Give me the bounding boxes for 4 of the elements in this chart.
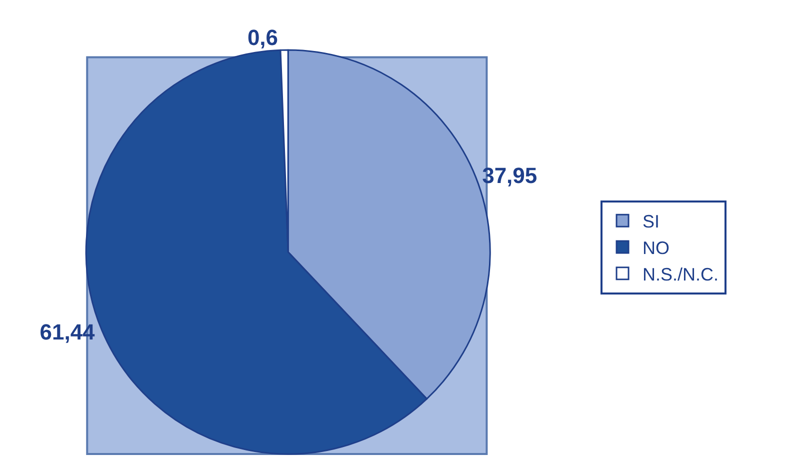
- data-label: 0,6: [247, 24, 278, 50]
- legend-label: NO: [642, 238, 670, 258]
- legend-label: N.S./N.C.: [642, 264, 719, 284]
- legend-label: SI: [642, 212, 660, 232]
